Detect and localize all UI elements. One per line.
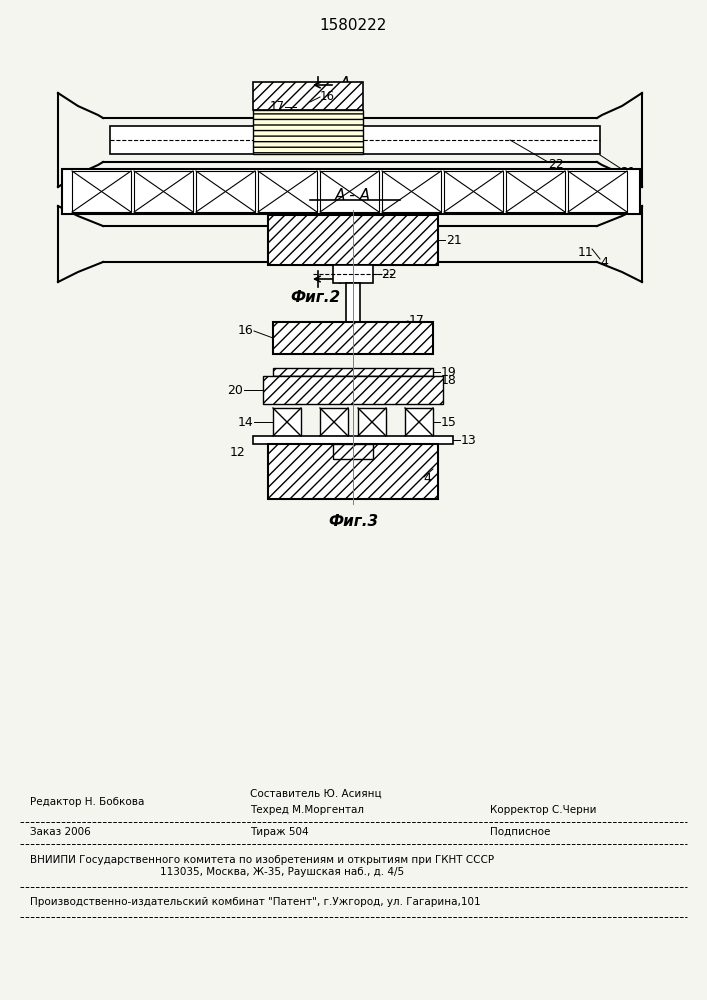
Text: 4: 4 xyxy=(600,255,608,268)
Text: Фиг.2: Фиг.2 xyxy=(290,290,340,304)
Text: 17: 17 xyxy=(409,314,425,326)
Text: 16: 16 xyxy=(238,324,253,336)
Bar xyxy=(568,171,627,212)
Text: А: А xyxy=(340,76,351,91)
Bar xyxy=(273,322,433,354)
Bar xyxy=(273,368,433,376)
Text: А - А: А - А xyxy=(335,188,371,202)
Bar xyxy=(296,110,320,126)
Text: Заказ 2006: Заказ 2006 xyxy=(30,827,90,837)
Text: 21: 21 xyxy=(620,165,636,178)
Bar xyxy=(134,171,193,212)
Text: Подписное: Подписное xyxy=(490,827,550,837)
Text: 12: 12 xyxy=(229,446,245,458)
Text: 18: 18 xyxy=(441,374,457,387)
Text: 113035, Москва, Ж-35, Раушская наб., д. 4/5: 113035, Москва, Ж-35, Раушская наб., д. … xyxy=(160,867,404,877)
Text: Техред М.Моргентал: Техред М.Моргентал xyxy=(250,805,364,815)
Bar xyxy=(273,376,433,386)
Bar xyxy=(253,436,453,444)
Text: Редактор Н. Бобкова: Редактор Н. Бобкова xyxy=(30,797,144,807)
Text: Производственно-издательский комбинат "Патент", г.Ужгород, ул. Гагарина,101: Производственно-издательский комбинат "П… xyxy=(30,897,481,907)
Text: 11: 11 xyxy=(578,245,594,258)
Bar xyxy=(72,171,131,212)
Text: 13: 13 xyxy=(461,434,477,446)
Text: А: А xyxy=(340,271,351,286)
Text: 19: 19 xyxy=(441,365,457,378)
Bar xyxy=(253,110,363,154)
Text: 16: 16 xyxy=(320,91,335,104)
Bar xyxy=(320,408,348,436)
Text: 22: 22 xyxy=(381,267,397,280)
Bar xyxy=(268,444,438,499)
Text: 21: 21 xyxy=(446,233,462,246)
Bar xyxy=(268,215,438,265)
Bar xyxy=(320,171,379,212)
Bar xyxy=(342,328,364,348)
Text: 22: 22 xyxy=(548,158,563,172)
Bar xyxy=(444,171,503,212)
Bar xyxy=(253,82,363,110)
Bar xyxy=(62,169,640,214)
Bar xyxy=(506,171,565,212)
Text: Тираж 504: Тираж 504 xyxy=(250,827,309,837)
Text: 4: 4 xyxy=(423,473,431,486)
Text: 1580222: 1580222 xyxy=(320,17,387,32)
Text: Составитель Ю. Асиянц: Составитель Ю. Асиянц xyxy=(250,789,382,799)
Bar xyxy=(258,171,317,212)
Bar xyxy=(346,283,360,328)
Text: Корректор С.Черни: Корректор С.Черни xyxy=(490,805,597,815)
Bar xyxy=(273,408,301,436)
Text: 14: 14 xyxy=(238,416,253,428)
Bar xyxy=(333,265,373,283)
Bar xyxy=(196,171,255,212)
Text: 15: 15 xyxy=(441,416,457,428)
Bar xyxy=(333,444,373,459)
Text: ВНИИПИ Государственного комитета по изобретениям и открытиям при ГКНТ СССР: ВНИИПИ Государственного комитета по изоб… xyxy=(30,855,494,865)
Bar xyxy=(382,171,441,212)
Bar xyxy=(405,408,433,436)
Bar xyxy=(358,408,386,436)
Text: 17: 17 xyxy=(270,101,285,113)
Text: 20: 20 xyxy=(227,383,243,396)
Bar xyxy=(263,376,443,404)
Text: Фиг.3: Фиг.3 xyxy=(328,514,378,528)
Bar xyxy=(110,126,600,154)
